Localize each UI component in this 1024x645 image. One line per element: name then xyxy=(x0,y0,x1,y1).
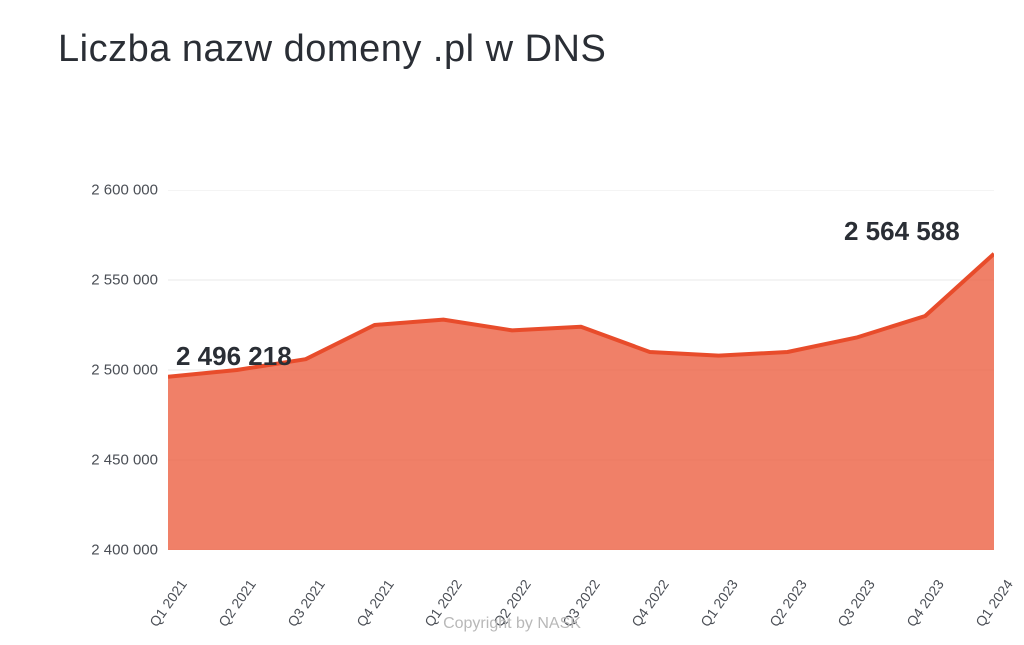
data-callout: 2 496 218 xyxy=(176,341,292,372)
y-tick-label: 2 550 000 xyxy=(58,272,158,289)
copyright-text: Copyright by NASK xyxy=(0,615,1024,633)
chart-container: 2 400 0002 450 0002 500 0002 550 0002 60… xyxy=(58,190,994,550)
chart-title: Liczba nazw domeny .pl w DNS xyxy=(58,28,606,71)
data-callout: 2 564 588 xyxy=(844,216,960,247)
y-axis: 2 400 0002 450 0002 500 0002 550 0002 60… xyxy=(58,190,158,550)
y-tick-label: 2 600 000 xyxy=(58,182,158,199)
area-fill xyxy=(168,254,994,550)
plot-area: 2 496 218 2 564 588 xyxy=(168,190,994,550)
x-axis: Q1 2021Q2 2021Q3 2021Q4 2021Q1 2022Q2 20… xyxy=(168,555,994,615)
y-tick-label: 2 450 000 xyxy=(58,452,158,469)
y-tick-label: 2 500 000 xyxy=(58,362,158,379)
y-tick-label: 2 400 000 xyxy=(58,542,158,559)
